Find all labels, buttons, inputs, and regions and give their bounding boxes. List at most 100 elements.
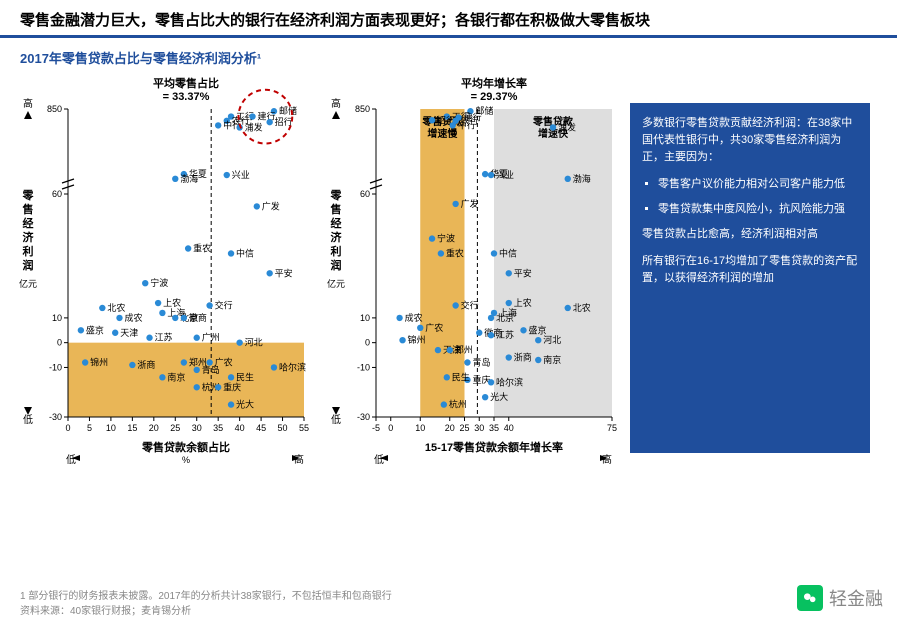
svg-text:0: 0 [365, 338, 370, 348]
svg-text:经: 经 [331, 216, 342, 230]
svg-text:重庆: 重庆 [472, 374, 490, 385]
svg-text:北农: 北农 [107, 302, 125, 313]
title-text: 零售金融潜力巨大，零售占比大的银行在经济利润方面表现更好；各银行都在积极做大零售… [20, 12, 650, 29]
svg-text:浦发: 浦发 [245, 121, 263, 132]
sidebar-bullet: 零售贷款集中度风险小，抗风险能力强 [658, 201, 858, 218]
svg-text:上农: 上农 [514, 297, 532, 308]
svg-text:-30: -30 [357, 412, 370, 422]
svg-text:25: 25 [170, 423, 180, 433]
svg-text:中信: 中信 [499, 247, 517, 258]
svg-text:广发: 广发 [262, 200, 280, 211]
svg-text:润: 润 [23, 258, 34, 272]
svg-text:平安: 平安 [275, 267, 293, 278]
svg-text:兴业: 兴业 [232, 170, 250, 180]
svg-text:零: 零 [22, 189, 35, 202]
svg-text:40: 40 [235, 423, 245, 433]
watermark-text: 轻金融 [829, 585, 883, 611]
svg-text:广州: 广州 [202, 332, 220, 343]
svg-text:零: 零 [330, 189, 343, 202]
svg-text:渤海: 渤海 [573, 173, 591, 184]
chart-growth-rate: -5010202530354075-30-1001060850零售贷款增速慢零售… [322, 73, 622, 473]
chart-retail-share: 0510152025303540455055-30-1001060850邮储工行… [14, 73, 314, 473]
svg-text:盛京: 盛京 [86, 324, 104, 335]
svg-text:天津: 天津 [120, 328, 138, 338]
svg-text:-10: -10 [357, 362, 370, 372]
svg-text:济: 济 [23, 230, 35, 244]
svg-text:锦州: 锦州 [408, 334, 426, 345]
svg-text:交行: 交行 [461, 300, 479, 311]
svg-text:重农: 重农 [446, 247, 464, 258]
svg-text:售: 售 [330, 202, 342, 216]
sidebar-para-2: 零售贷款占比愈高，经济利润相对高 [642, 226, 858, 243]
svg-text:= 33.37%: = 33.37% [163, 91, 210, 103]
svg-text:-5: -5 [372, 423, 380, 433]
svg-text:重庆: 重庆 [223, 381, 241, 392]
svg-text:江苏: 江苏 [496, 329, 514, 340]
svg-text:低: 低 [66, 453, 76, 466]
svg-text:哈尔滨: 哈尔滨 [279, 361, 306, 372]
svg-text:重农: 重农 [193, 243, 211, 254]
svg-text:盛京: 盛京 [529, 324, 547, 335]
svg-text:邮储: 邮储 [279, 105, 297, 116]
svg-text:青岛: 青岛 [202, 364, 220, 375]
svg-text:增速慢: 增速慢 [427, 127, 458, 140]
svg-text:广农: 广农 [425, 322, 443, 333]
svg-text:35: 35 [213, 423, 223, 433]
svg-text:成农: 成农 [405, 312, 423, 323]
svg-text:徽商: 徽商 [189, 312, 207, 323]
svg-text:中行: 中行 [458, 119, 476, 130]
svg-text:经: 经 [23, 216, 34, 230]
svg-text:锦州: 锦州 [90, 356, 108, 367]
svg-text:0: 0 [388, 423, 393, 433]
svg-text:广发: 广发 [461, 198, 479, 209]
svg-text:10: 10 [52, 313, 62, 323]
svg-text:利: 利 [331, 244, 342, 258]
subtitle-text: 2017年零售贷款占比与零售经济利润分析¹ [20, 51, 261, 66]
svg-text:河北: 河北 [245, 337, 263, 348]
svg-text:850: 850 [355, 104, 370, 114]
svg-text:10: 10 [415, 423, 425, 433]
svg-text:青岛: 青岛 [472, 356, 490, 367]
svg-text:浙商: 浙商 [137, 359, 155, 370]
footnotes: 1 部分银行的财务报表未披露。2017年的分析共计38家银行，不包括恒丰和包商银… [20, 589, 392, 619]
svg-text:郑州: 郑州 [455, 344, 473, 355]
svg-text:0: 0 [65, 423, 70, 433]
svg-text:45: 45 [256, 423, 266, 433]
svg-text:75: 75 [607, 423, 617, 433]
svg-text:浙商: 浙商 [514, 352, 532, 363]
svg-text:35: 35 [489, 423, 499, 433]
svg-text:河北: 河北 [543, 334, 561, 345]
svg-text:850: 850 [47, 104, 62, 114]
svg-text:宁波: 宁波 [437, 233, 455, 244]
svg-text:渤海: 渤海 [180, 173, 198, 184]
svg-text:-30: -30 [49, 412, 62, 422]
svg-text:10: 10 [360, 313, 370, 323]
sidebar-bullets: 零售客户议价能力相对公司客户能力低 零售贷款集中度风险小，抗风险能力强 [642, 176, 858, 218]
svg-text:亿元: 亿元 [327, 278, 345, 289]
sidebar-summary: 多数银行零售贷款贡献经济利润：在38家中国代表性银行中，共30家零售经济利润为正… [630, 103, 870, 453]
svg-text:25: 25 [459, 423, 469, 433]
svg-text:光大: 光大 [490, 391, 508, 402]
sidebar-para-1: 多数银行零售贷款贡献经济利润：在38家中国代表性银行中，共30家零售经济利润为正… [642, 115, 858, 166]
svg-text:5: 5 [87, 423, 92, 433]
svg-text:60: 60 [52, 189, 62, 199]
svg-text:江苏: 江苏 [155, 332, 173, 343]
sidebar-bullet: 零售客户议价能力相对公司客户能力低 [658, 176, 858, 193]
watermark: 轻金融 [797, 585, 883, 611]
svg-text:交行: 交行 [215, 300, 233, 311]
svg-text:15: 15 [127, 423, 137, 433]
page-title: 零售金融潜力巨大，零售占比大的银行在经济利润方面表现更好；各银行都在积极做大零售… [0, 0, 897, 38]
svg-text:-10: -10 [49, 362, 62, 372]
subtitle: 2017年零售贷款占比与零售经济利润分析¹ [0, 38, 897, 67]
svg-text:南京: 南京 [543, 354, 561, 365]
svg-text:零售贷款余额占比: 零售贷款余额占比 [141, 440, 230, 454]
svg-text:南京: 南京 [167, 371, 185, 382]
svg-text:平均零售占比: 平均零售占比 [153, 76, 219, 90]
svg-text:售: 售 [22, 202, 34, 216]
svg-text:民生: 民生 [452, 371, 470, 382]
svg-text:20: 20 [445, 423, 455, 433]
wechat-icon [797, 585, 823, 611]
svg-text:高: 高 [23, 97, 33, 110]
svg-text:%: % [182, 455, 190, 465]
svg-text:济: 济 [331, 230, 343, 244]
